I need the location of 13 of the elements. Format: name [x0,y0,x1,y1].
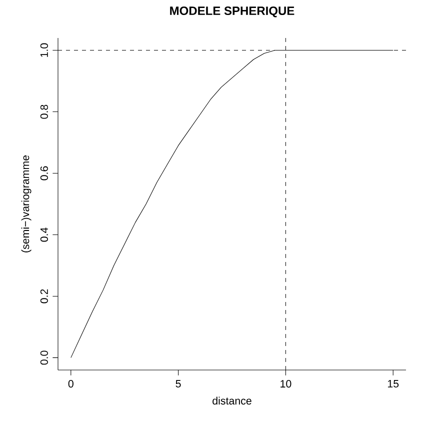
x-tick-label: 15 [388,380,399,388]
y-axis-title: (semi−)variogramme [21,155,32,252]
y-tick-label: 0.4 [40,228,48,242]
chart-title: MODELE SPHERIQUE [170,6,294,18]
y-tick-label: 0.0 [40,350,48,365]
x-tick-label: 10 [280,380,292,388]
x-tick-label: 0 [68,380,74,388]
y-tick-label: 0.6 [40,166,48,180]
x-axis-title: distance [212,396,252,405]
y-tick-label: 0.2 [40,289,48,304]
x-tick-label: 5 [176,380,181,388]
y-tick-label: 0.8 [40,104,48,119]
y-tick-label: 1.0 [40,43,48,57]
